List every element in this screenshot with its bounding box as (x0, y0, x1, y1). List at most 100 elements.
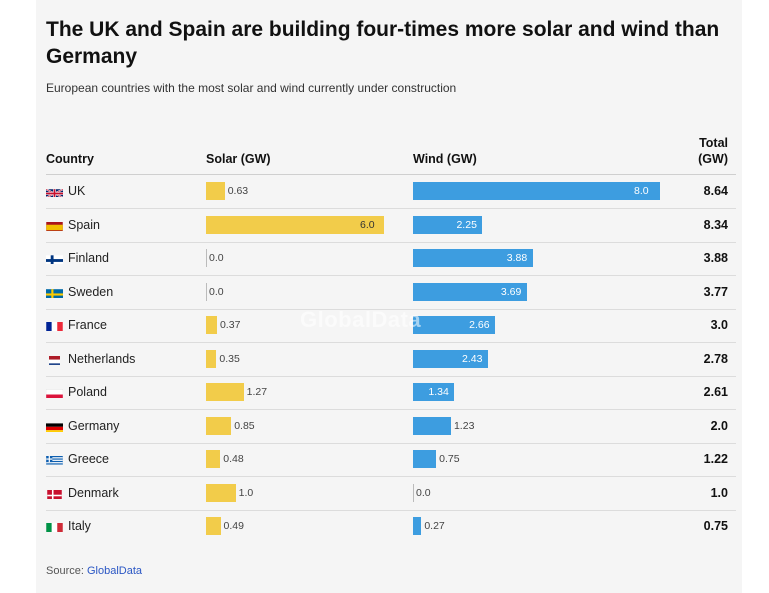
total-value: 8.64 (703, 184, 728, 198)
table-row: UK 0.63 8.0 8.64 (46, 175, 736, 209)
total-value: 2.0 (710, 418, 728, 433)
total-value: 3.0 (710, 318, 728, 332)
wind-bar (413, 182, 660, 200)
table-row: Poland 1.27 1.34 2.61 (46, 376, 736, 410)
table-row: Netherlands 0.35 2.43 2.78 (46, 343, 736, 377)
wind-bar (413, 517, 422, 535)
header-rule (46, 174, 736, 175)
table-row: Denmark 1.0 0.0 1.0 (46, 477, 736, 511)
solar-bar (206, 517, 221, 535)
solar-value-label: 0.48 (223, 453, 244, 465)
source-note: Source: GlobalData (46, 565, 142, 577)
source-link[interactable]: GlobalData (86, 565, 143, 577)
germany-flag-icon (46, 421, 63, 432)
solar-bar (206, 483, 236, 502)
solar-value-label: 1.0 (238, 486, 254, 499)
table-row: Italy 0.49 0.27 0.75 (46, 510, 736, 543)
solar-value-label: 0.0 (209, 252, 224, 264)
solar-bar (206, 349, 217, 368)
header-total-line2: (GW) (698, 152, 728, 166)
greece-flag-icon (46, 454, 63, 465)
wind-bar (413, 316, 496, 334)
wind-bar (413, 249, 533, 267)
solar-bar (206, 450, 221, 468)
solar-value-label: 1.27 (246, 386, 268, 398)
wind-zero-line (413, 483, 414, 502)
table-row: Sweden 0.0 3.69 3.77 (46, 276, 736, 310)
table-row: Finland 0.0 3.88 3.88 (46, 242, 736, 276)
solar-bar (206, 182, 225, 200)
solar-value-label: 0.49 (223, 520, 244, 532)
wind-value-label: 0.0 (416, 486, 431, 499)
solar-value-label: 0.35 (219, 352, 240, 365)
finland-flag-icon (46, 253, 63, 264)
total-value: 3.88 (703, 251, 728, 265)
country-name: Spain (68, 217, 100, 232)
chart-title: The UK and Spain are building four-times… (46, 18, 720, 68)
solar-value-label: 0.85 (234, 419, 255, 432)
total-value: 2.78 (703, 351, 728, 366)
spain-flag-icon (46, 220, 63, 231)
country-name: Greece (68, 452, 109, 466)
table-row: France 0.37 2.66 3.0 (46, 309, 736, 343)
watermark: GlobalData (300, 307, 422, 332)
solar-value-label: 0.0 (209, 285, 224, 298)
total-value: 2.61 (703, 385, 728, 399)
wind-value-label: 1.23 (453, 419, 475, 432)
chart-subtitle: European countries with the most solar a… (46, 81, 457, 95)
netherlands-flag-icon (46, 354, 63, 365)
wind-value-label: 2.43 (462, 352, 483, 365)
wind-value-label: 3.69 (500, 285, 522, 298)
wind-value-label: 3.88 (506, 252, 528, 264)
source-label: Source: (46, 565, 84, 577)
total-value: 8.34 (703, 217, 728, 232)
solar-bar (206, 383, 244, 401)
wind-bar (413, 349, 489, 368)
header-total: Total (GW) (698, 135, 728, 167)
solar-bar (206, 215, 384, 234)
table-row: Spain 6.0 2.25 8.34 (46, 209, 736, 243)
poland-flag-icon (46, 387, 63, 398)
solar-value-label: 6.0 (360, 218, 375, 231)
wind-value-label: 0.75 (439, 453, 460, 465)
france-flag-icon (46, 320, 63, 331)
table-row: Germany 0.85 1.23 2.0 (46, 410, 736, 444)
solar-value-label: 0.37 (219, 319, 241, 331)
total-value: 0.75 (703, 519, 728, 533)
country-name: Italy (68, 519, 91, 533)
header-wind: Wind (GW) (413, 152, 477, 166)
wind-bar (413, 282, 527, 301)
sweden-flag-icon (46, 287, 63, 298)
country-name: Denmark (68, 485, 119, 500)
chart-panel (36, 0, 742, 593)
solar-bar (206, 416, 232, 435)
wind-value-label: 1.34 (428, 386, 449, 398)
header-solar: Solar (GW) (206, 152, 271, 166)
wind-value-label: 2.66 (469, 319, 490, 331)
header-total-line1: Total (699, 136, 728, 150)
wind-value-label: 0.27 (424, 520, 445, 532)
wind-bar (413, 383, 455, 401)
wind-value-label: 8.0 (634, 185, 649, 197)
solar-bar (206, 316, 217, 334)
country-name: Germany (68, 418, 120, 433)
country-name: Finland (68, 251, 109, 265)
total-value: 1.0 (710, 485, 728, 500)
total-value: 1.22 (703, 452, 728, 466)
denmark-flag-icon (46, 488, 63, 499)
solar-zero-line (206, 282, 207, 301)
country-name: UK (68, 184, 86, 198)
country-name: France (68, 318, 107, 332)
uk-flag-icon (46, 186, 63, 197)
wind-value-label: 2.25 (456, 218, 477, 231)
country-name: Netherlands (68, 351, 136, 366)
country-name: Sweden (68, 284, 114, 299)
wind-bar (413, 215, 483, 234)
italy-flag-icon (46, 521, 63, 532)
total-value: 3.77 (703, 284, 728, 299)
table-row: Greece 0.48 0.75 1.22 (46, 443, 736, 477)
wind-bar (413, 416, 451, 435)
solar-zero-line (206, 249, 207, 267)
country-name: Poland (68, 385, 107, 399)
wind-bar (413, 450, 437, 468)
